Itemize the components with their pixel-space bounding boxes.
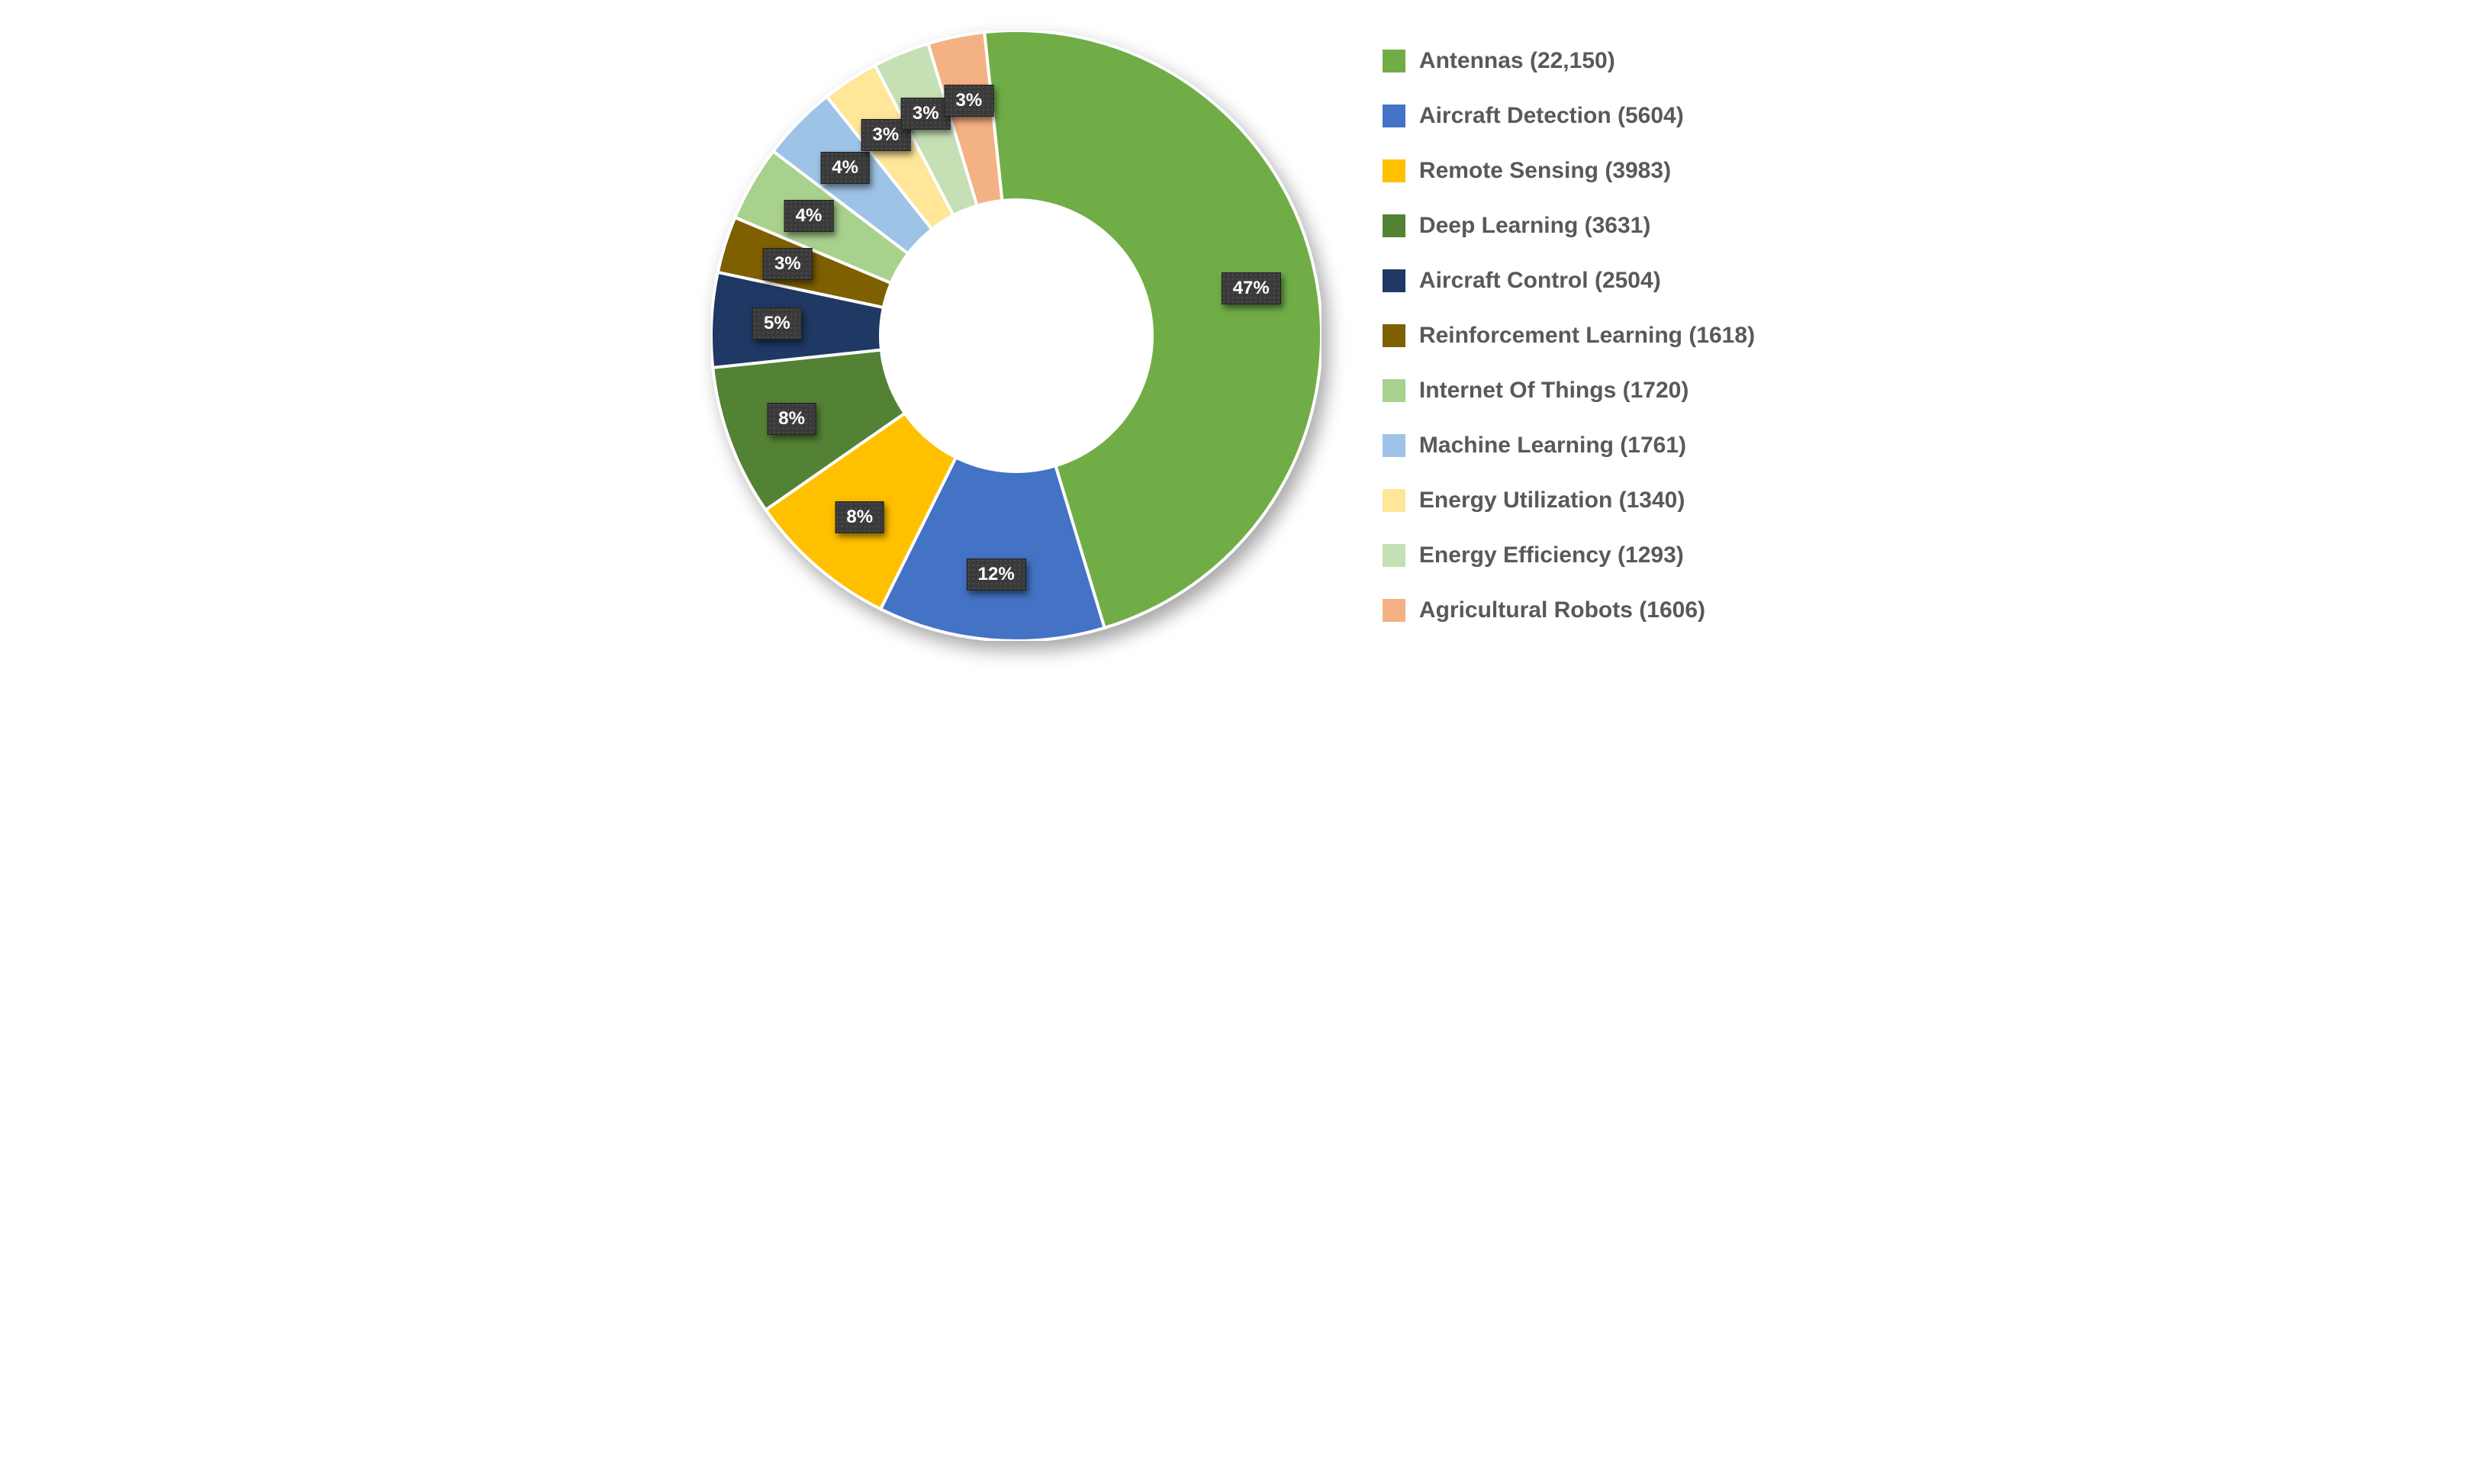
legend-swatch [1383, 269, 1405, 292]
legend-item: Internet Of Things (1720) [1383, 378, 1755, 404]
legend-item: Aircraft Detection (5604) [1383, 103, 1755, 129]
percent-label: 47% [1222, 272, 1281, 304]
percent-label: 5% [752, 307, 802, 340]
legend-item: Remote Sensing (3983) [1383, 158, 1755, 184]
percent-label: 3% [763, 248, 813, 280]
legend-label: Antennas (22,150) [1419, 48, 1615, 74]
legend-label: Deep Learning (3631) [1419, 213, 1650, 239]
legend-item: Machine Learning (1761) [1383, 433, 1755, 459]
legend-item: Aircraft Control (2504) [1383, 268, 1755, 294]
percent-label: 3% [901, 98, 951, 130]
legend-item: Reinforcement Learning (1618) [1383, 323, 1755, 349]
percent-label: 3% [945, 85, 994, 117]
percent-label: 4% [784, 200, 834, 232]
legend-label: Machine Learning (1761) [1419, 433, 1686, 459]
legend-swatch [1383, 105, 1405, 127]
legend-label: Aircraft Detection (5604) [1419, 103, 1684, 129]
chart-container: 47%12%8%8%5%3%4%4%3%3%3% Antennas (22,15… [31, 31, 2435, 641]
donut-chart: 47%12%8%8%5%3%4%4%3%3%3% [711, 31, 1322, 641]
legend-swatch [1383, 434, 1405, 457]
legend-item: Energy Utilization (1340) [1383, 488, 1755, 513]
legend-label: Agricultural Robots (1606) [1419, 597, 1705, 623]
legend-label: Energy Efficiency (1293) [1419, 542, 1684, 568]
legend-label: Remote Sensing (3983) [1419, 158, 1671, 184]
percent-label: 4% [820, 152, 870, 184]
legend-item: Deep Learning (3631) [1383, 213, 1755, 239]
legend-label: Aircraft Control (2504) [1419, 268, 1661, 294]
legend-label: Energy Utilization (1340) [1419, 488, 1685, 513]
legend-swatch [1383, 544, 1405, 567]
legend-swatch [1383, 379, 1405, 402]
percent-label: 8% [767, 403, 816, 435]
percent-label: 8% [835, 501, 884, 533]
legend-swatch [1383, 214, 1405, 237]
legend-swatch [1383, 324, 1405, 347]
percent-label: 12% [967, 559, 1026, 591]
donut-svg [711, 31, 1322, 641]
legend-swatch [1383, 489, 1405, 512]
legend-swatch [1383, 159, 1405, 182]
legend-item: Antennas (22,150) [1383, 48, 1755, 74]
legend-label: Reinforcement Learning (1618) [1419, 323, 1755, 349]
legend-item: Energy Efficiency (1293) [1383, 542, 1755, 568]
legend-label: Internet Of Things (1720) [1419, 378, 1689, 404]
legend-item: Agricultural Robots (1606) [1383, 597, 1755, 623]
legend-swatch [1383, 599, 1405, 622]
legend: Antennas (22,150) Aircraft Detection (560… [1383, 48, 1755, 623]
legend-swatch [1383, 50, 1405, 72]
